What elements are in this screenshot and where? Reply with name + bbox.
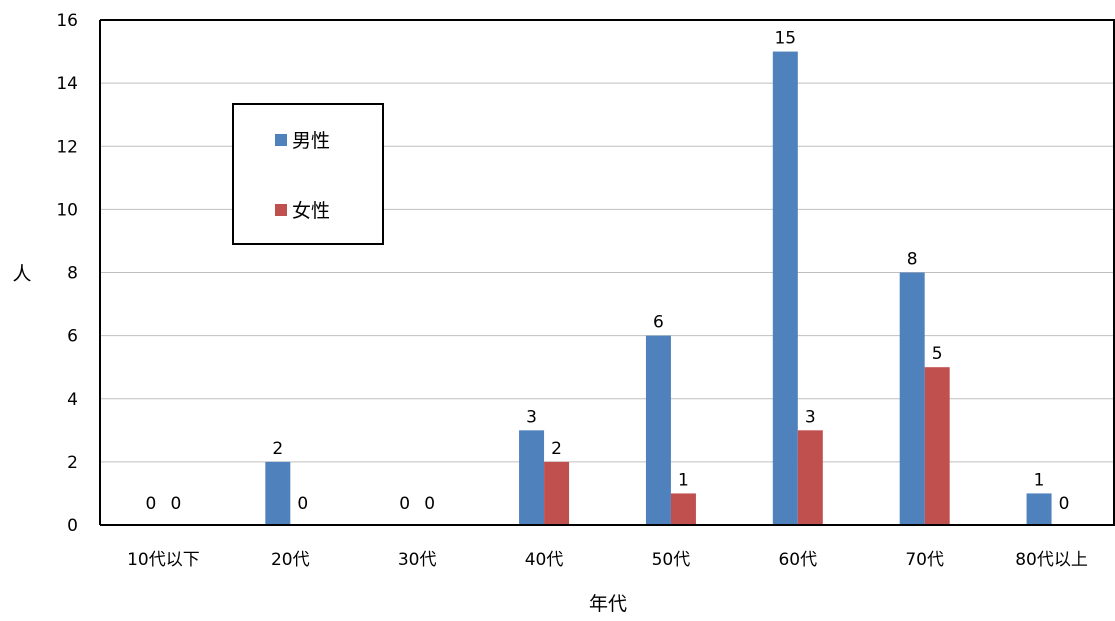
data-label: 8 — [907, 250, 918, 270]
data-label: 1 — [1034, 470, 1045, 490]
bar-female — [924, 367, 950, 525]
data-label: 0 — [171, 494, 182, 514]
x-tick-label: 60代 — [778, 550, 817, 570]
bar-male — [1026, 493, 1052, 525]
x-axis-title: 年代 — [589, 593, 627, 615]
data-label: 0 — [424, 494, 435, 514]
legend: 男性 女性 — [232, 103, 384, 245]
y-tick-label: 2 — [67, 453, 78, 473]
legend-swatch-female — [275, 204, 287, 216]
y-axis-title: 人 — [12, 263, 31, 285]
bar-male — [519, 430, 545, 525]
y-tick-label: 14 — [56, 74, 78, 94]
bar-male — [265, 461, 291, 525]
legend-label-female: 女性 — [292, 200, 330, 222]
y-tick-label: 0 — [67, 516, 78, 536]
data-label: 0 — [1059, 494, 1070, 514]
data-label: 2 — [272, 439, 283, 459]
bar-female — [670, 493, 696, 525]
bar-male — [645, 335, 671, 525]
x-tick-label: 30代 — [398, 550, 437, 570]
y-tick-label: 12 — [56, 137, 78, 157]
legend-swatch-male — [275, 134, 287, 146]
data-label: 2 — [551, 439, 562, 459]
data-label: 6 — [653, 313, 664, 333]
y-tick-label: 4 — [67, 390, 78, 410]
data-label: 0 — [297, 494, 308, 514]
bar-male — [772, 51, 798, 525]
bars — [265, 51, 1052, 525]
y-tick-label: 16 — [56, 11, 78, 31]
data-label: 15 — [774, 29, 796, 49]
legend-label-male: 男性 — [292, 130, 330, 152]
x-tick-label: 70代 — [905, 550, 944, 570]
data-label: 3 — [526, 407, 537, 427]
bar-male — [899, 272, 925, 525]
data-label: 1 — [678, 470, 689, 490]
data-label: 0 — [146, 494, 157, 514]
x-tick-label: 20代 — [271, 550, 310, 570]
bar-female — [797, 430, 823, 525]
y-tick-label: 8 — [67, 264, 78, 284]
x-tick-label: 10代以下 — [127, 550, 200, 570]
legend-box — [232, 103, 384, 245]
y-tick-label: 10 — [56, 200, 78, 220]
x-tick-label: 50代 — [652, 550, 691, 570]
data-label: 0 — [399, 494, 410, 514]
data-label: 3 — [805, 407, 816, 427]
x-tick-label: 80代以上 — [1015, 550, 1088, 570]
bar-female — [544, 461, 570, 525]
y-tick-label: 6 — [67, 327, 78, 347]
data-label: 5 — [932, 344, 943, 364]
x-tick-label: 40代 — [525, 550, 564, 570]
